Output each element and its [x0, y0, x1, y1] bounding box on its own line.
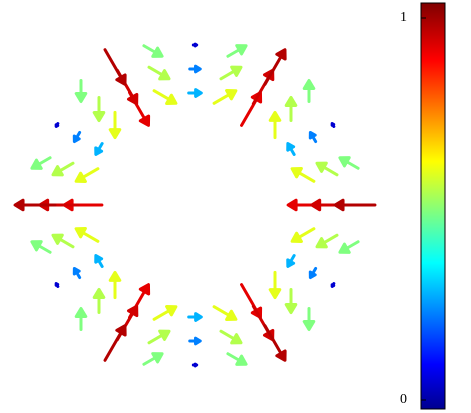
arrow — [212, 305, 238, 321]
arrow — [74, 167, 100, 183]
arrow — [219, 65, 243, 81]
arrow — [74, 79, 88, 103]
arrow — [94, 142, 104, 156]
arrow — [330, 282, 336, 288]
arrow — [108, 110, 122, 140]
arrow — [333, 198, 377, 212]
arrow — [191, 42, 199, 48]
arrow — [212, 89, 238, 105]
arrow — [188, 64, 202, 74]
arrow — [315, 161, 339, 177]
arrow — [226, 352, 248, 366]
arrow — [103, 48, 127, 86]
arrow — [51, 161, 75, 177]
arrow — [308, 266, 318, 280]
quiver-field — [13, 42, 377, 368]
arrow — [219, 329, 243, 345]
arrow — [142, 44, 164, 58]
arrow — [338, 156, 360, 170]
arrow — [188, 336, 202, 346]
arrow — [302, 307, 316, 331]
arrow — [187, 88, 203, 98]
colorbar — [420, 2, 446, 410]
arrow — [268, 110, 282, 140]
arrow — [315, 233, 339, 249]
arrow — [54, 122, 60, 128]
arrow — [74, 227, 100, 243]
arrow — [268, 270, 282, 300]
arrow — [94, 254, 104, 268]
arrow — [152, 305, 178, 321]
arrow — [330, 122, 336, 128]
arrow — [284, 95, 298, 123]
arrow — [103, 324, 127, 362]
arrow — [338, 240, 360, 254]
arrow — [290, 167, 316, 183]
arrow — [72, 266, 82, 280]
arrow — [263, 48, 287, 86]
arrow — [92, 287, 106, 315]
arrow — [72, 130, 82, 144]
arrow — [54, 282, 60, 288]
arrow — [92, 95, 106, 123]
colorbar-tick-label: 1 — [400, 10, 407, 25]
arrow — [142, 352, 164, 366]
arrow — [187, 312, 203, 322]
arrow — [286, 254, 296, 268]
arrow — [30, 240, 52, 254]
arrow — [308, 130, 318, 144]
arrow — [51, 233, 75, 249]
arrow — [302, 79, 316, 103]
arrow — [74, 307, 88, 331]
arrow — [284, 287, 298, 315]
arrow — [108, 270, 122, 300]
arrow — [226, 44, 248, 58]
arrow — [147, 65, 171, 81]
arrow — [286, 142, 296, 156]
arrow — [290, 227, 316, 243]
arrow — [147, 329, 171, 345]
arrow — [152, 89, 178, 105]
colorbar-tick-label: 0 — [400, 392, 407, 407]
arrow — [13, 198, 57, 212]
arrow — [191, 362, 199, 368]
arrow — [263, 324, 287, 362]
arrow — [30, 156, 52, 170]
colorbar-ticks: 01 — [400, 10, 426, 407]
